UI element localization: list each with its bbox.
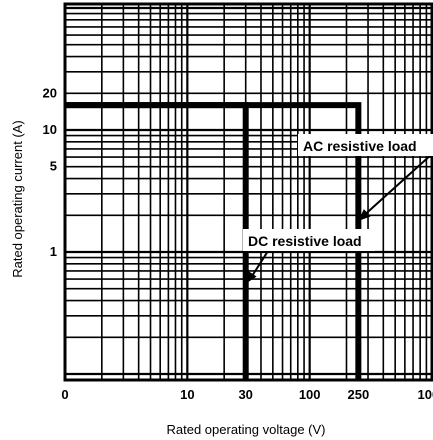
y-axis-title: Rated operating current (A) [10, 120, 25, 278]
y-tick-label: 20 [43, 85, 57, 100]
annotations: AC resistive load DC resistive load [243, 134, 433, 284]
annotation-label-bg [298, 134, 433, 156]
annotation-arrowhead [245, 270, 257, 284]
y-tick-label: 1 [50, 244, 57, 259]
x-tick-label: 1000 [418, 387, 433, 402]
x-tick-label: 250 [347, 387, 369, 402]
x-tick-label: 30 [238, 387, 252, 402]
series-lines [65, 102, 362, 380]
x-axis-title: Rated operating voltage (V) [167, 422, 326, 437]
annotation-label: AC resistive load [303, 138, 417, 154]
series-line-ac [65, 102, 362, 380]
y-tick-label: 5 [50, 159, 57, 174]
x-tick-label: 0 [61, 387, 68, 402]
y-tick-label: 10 [43, 122, 57, 137]
annotation-label: DC resistive load [248, 233, 362, 249]
annotation-arrow-line [361, 153, 433, 218]
tick-labels: 0 10 30 100 250 1000 1 5 10 20 [43, 85, 433, 402]
x-tick-label: 100 [299, 387, 321, 402]
series-line-dc [65, 102, 249, 380]
annotation-label-bg [243, 229, 375, 251]
x-tick-label: 10 [180, 387, 194, 402]
annotation-arrowhead [358, 209, 371, 221]
